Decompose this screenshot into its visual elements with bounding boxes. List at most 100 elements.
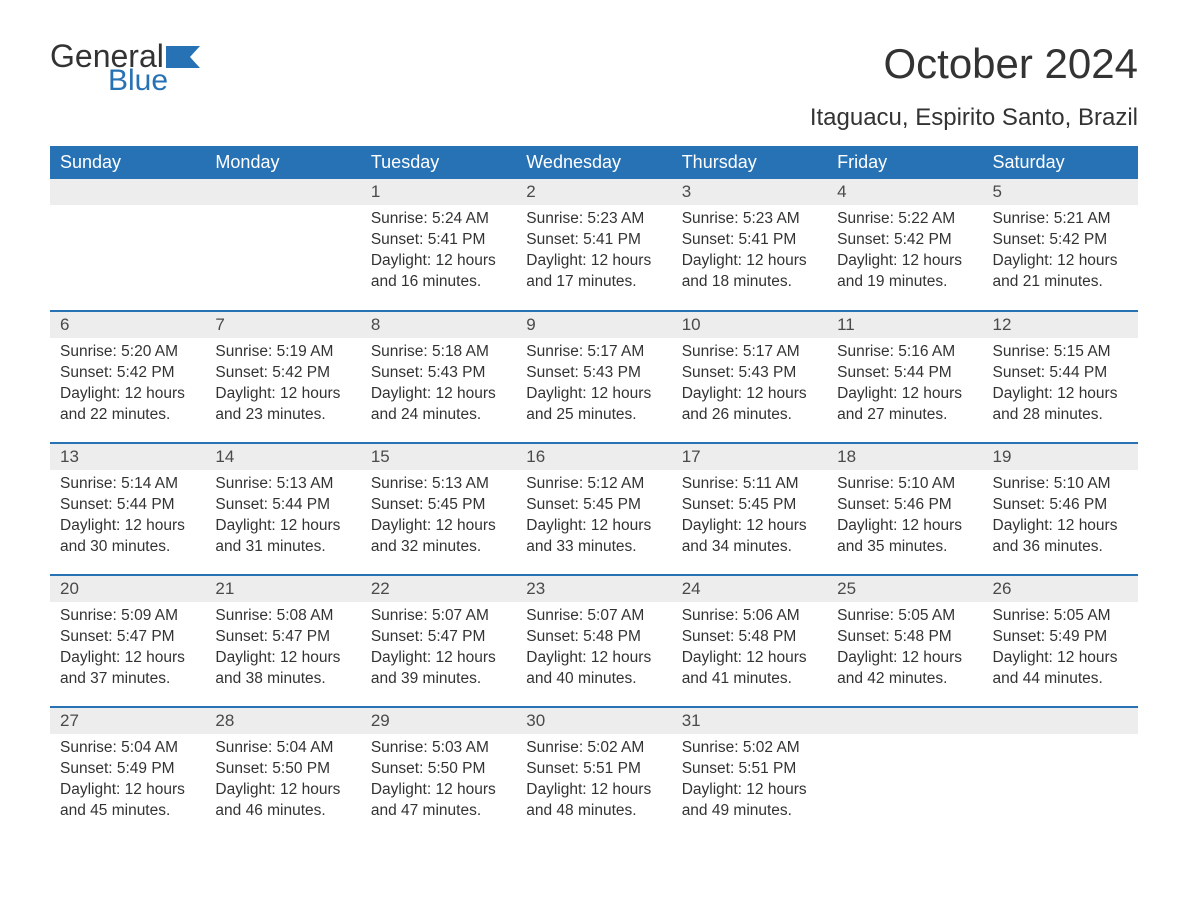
empty-day-header (50, 179, 205, 205)
daylight-line: Daylight: 12 hours and 27 minutes. (837, 384, 972, 426)
calendar-cell: 17Sunrise: 5:11 AMSunset: 5:45 PMDayligh… (672, 443, 827, 575)
calendar-week-row: 20Sunrise: 5:09 AMSunset: 5:47 PMDayligh… (50, 575, 1138, 707)
day-header: Monday (205, 146, 360, 179)
daylight-line: Daylight: 12 hours and 22 minutes. (60, 384, 195, 426)
day-details: Sunrise: 5:24 AMSunset: 5:41 PMDaylight:… (361, 205, 516, 301)
sunrise-line: Sunrise: 5:04 AM (60, 738, 195, 759)
day-header: Sunday (50, 146, 205, 179)
calendar-cell: 24Sunrise: 5:06 AMSunset: 5:48 PMDayligh… (672, 575, 827, 707)
calendar-cell: 26Sunrise: 5:05 AMSunset: 5:49 PMDayligh… (983, 575, 1138, 707)
day-number: 22 (361, 576, 516, 602)
calendar-cell: 25Sunrise: 5:05 AMSunset: 5:48 PMDayligh… (827, 575, 982, 707)
calendar-cell (50, 179, 205, 311)
sunset-line: Sunset: 5:46 PM (993, 495, 1128, 516)
day-details: Sunrise: 5:22 AMSunset: 5:42 PMDaylight:… (827, 205, 982, 301)
calendar-cell: 30Sunrise: 5:02 AMSunset: 5:51 PMDayligh… (516, 707, 671, 839)
daylight-line: Daylight: 12 hours and 42 minutes. (837, 648, 972, 690)
day-number: 8 (361, 312, 516, 338)
day-number: 28 (205, 708, 360, 734)
empty-day-header (205, 179, 360, 205)
day-details: Sunrise: 5:03 AMSunset: 5:50 PMDaylight:… (361, 734, 516, 830)
day-header: Wednesday (516, 146, 671, 179)
sunrise-line: Sunrise: 5:17 AM (526, 342, 661, 363)
daylight-line: Daylight: 12 hours and 49 minutes. (682, 780, 817, 822)
calendar-cell: 9Sunrise: 5:17 AMSunset: 5:43 PMDaylight… (516, 311, 671, 443)
day-number: 10 (672, 312, 827, 338)
day-details: Sunrise: 5:06 AMSunset: 5:48 PMDaylight:… (672, 602, 827, 698)
sunset-line: Sunset: 5:48 PM (682, 627, 817, 648)
day-details: Sunrise: 5:16 AMSunset: 5:44 PMDaylight:… (827, 338, 982, 434)
day-number: 18 (827, 444, 982, 470)
day-number: 14 (205, 444, 360, 470)
logo-text-blue: Blue (108, 66, 200, 96)
logo: General Blue (50, 40, 200, 96)
day-number: 16 (516, 444, 671, 470)
sunrise-line: Sunrise: 5:07 AM (526, 606, 661, 627)
daylight-line: Daylight: 12 hours and 18 minutes. (682, 251, 817, 293)
calendar-cell: 10Sunrise: 5:17 AMSunset: 5:43 PMDayligh… (672, 311, 827, 443)
sunset-line: Sunset: 5:44 PM (837, 363, 972, 384)
day-header: Friday (827, 146, 982, 179)
daylight-line: Daylight: 12 hours and 30 minutes. (60, 516, 195, 558)
sunset-line: Sunset: 5:41 PM (682, 230, 817, 251)
sunset-line: Sunset: 5:41 PM (526, 230, 661, 251)
sunrise-line: Sunrise: 5:11 AM (682, 474, 817, 495)
day-number: 17 (672, 444, 827, 470)
sunset-line: Sunset: 5:45 PM (526, 495, 661, 516)
day-number: 2 (516, 179, 671, 205)
sunset-line: Sunset: 5:49 PM (993, 627, 1128, 648)
day-details: Sunrise: 5:02 AMSunset: 5:51 PMDaylight:… (516, 734, 671, 830)
day-details: Sunrise: 5:02 AMSunset: 5:51 PMDaylight:… (672, 734, 827, 830)
daylight-line: Daylight: 12 hours and 39 minutes. (371, 648, 506, 690)
day-number: 12 (983, 312, 1138, 338)
sunset-line: Sunset: 5:42 PM (837, 230, 972, 251)
sunset-line: Sunset: 5:48 PM (837, 627, 972, 648)
day-number: 11 (827, 312, 982, 338)
sunset-line: Sunset: 5:43 PM (682, 363, 817, 384)
sunrise-line: Sunrise: 5:17 AM (682, 342, 817, 363)
day-details: Sunrise: 5:07 AMSunset: 5:48 PMDaylight:… (516, 602, 671, 698)
day-number: 29 (361, 708, 516, 734)
sunrise-line: Sunrise: 5:12 AM (526, 474, 661, 495)
calendar-week-row: 27Sunrise: 5:04 AMSunset: 5:49 PMDayligh… (50, 707, 1138, 839)
day-details: Sunrise: 5:09 AMSunset: 5:47 PMDaylight:… (50, 602, 205, 698)
daylight-line: Daylight: 12 hours and 23 minutes. (215, 384, 350, 426)
day-number: 7 (205, 312, 360, 338)
daylight-line: Daylight: 12 hours and 41 minutes. (682, 648, 817, 690)
day-details: Sunrise: 5:23 AMSunset: 5:41 PMDaylight:… (672, 205, 827, 301)
calendar-cell: 31Sunrise: 5:02 AMSunset: 5:51 PMDayligh… (672, 707, 827, 839)
day-number: 1 (361, 179, 516, 205)
daylight-line: Daylight: 12 hours and 17 minutes. (526, 251, 661, 293)
daylight-line: Daylight: 12 hours and 21 minutes. (993, 251, 1128, 293)
day-number: 13 (50, 444, 205, 470)
calendar-cell: 2Sunrise: 5:23 AMSunset: 5:41 PMDaylight… (516, 179, 671, 311)
day-details: Sunrise: 5:21 AMSunset: 5:42 PMDaylight:… (983, 205, 1138, 301)
sunset-line: Sunset: 5:51 PM (526, 759, 661, 780)
calendar-cell: 23Sunrise: 5:07 AMSunset: 5:48 PMDayligh… (516, 575, 671, 707)
day-details: Sunrise: 5:18 AMSunset: 5:43 PMDaylight:… (361, 338, 516, 434)
sunset-line: Sunset: 5:44 PM (215, 495, 350, 516)
sunset-line: Sunset: 5:50 PM (371, 759, 506, 780)
page-title: October 2024 (883, 40, 1138, 88)
sunset-line: Sunset: 5:45 PM (682, 495, 817, 516)
day-number: 21 (205, 576, 360, 602)
day-number: 19 (983, 444, 1138, 470)
day-number: 27 (50, 708, 205, 734)
day-header: Thursday (672, 146, 827, 179)
daylight-line: Daylight: 12 hours and 48 minutes. (526, 780, 661, 822)
day-details: Sunrise: 5:20 AMSunset: 5:42 PMDaylight:… (50, 338, 205, 434)
calendar-cell (205, 179, 360, 311)
calendar-week-row: 6Sunrise: 5:20 AMSunset: 5:42 PMDaylight… (50, 311, 1138, 443)
daylight-line: Daylight: 12 hours and 38 minutes. (215, 648, 350, 690)
day-number: 31 (672, 708, 827, 734)
sunset-line: Sunset: 5:41 PM (371, 230, 506, 251)
daylight-line: Daylight: 12 hours and 19 minutes. (837, 251, 972, 293)
calendar-cell: 6Sunrise: 5:20 AMSunset: 5:42 PMDaylight… (50, 311, 205, 443)
day-details: Sunrise: 5:14 AMSunset: 5:44 PMDaylight:… (50, 470, 205, 566)
daylight-line: Daylight: 12 hours and 32 minutes. (371, 516, 506, 558)
day-details: Sunrise: 5:19 AMSunset: 5:42 PMDaylight:… (205, 338, 360, 434)
day-number: 3 (672, 179, 827, 205)
day-number: 9 (516, 312, 671, 338)
sunset-line: Sunset: 5:47 PM (60, 627, 195, 648)
sunrise-line: Sunrise: 5:05 AM (837, 606, 972, 627)
